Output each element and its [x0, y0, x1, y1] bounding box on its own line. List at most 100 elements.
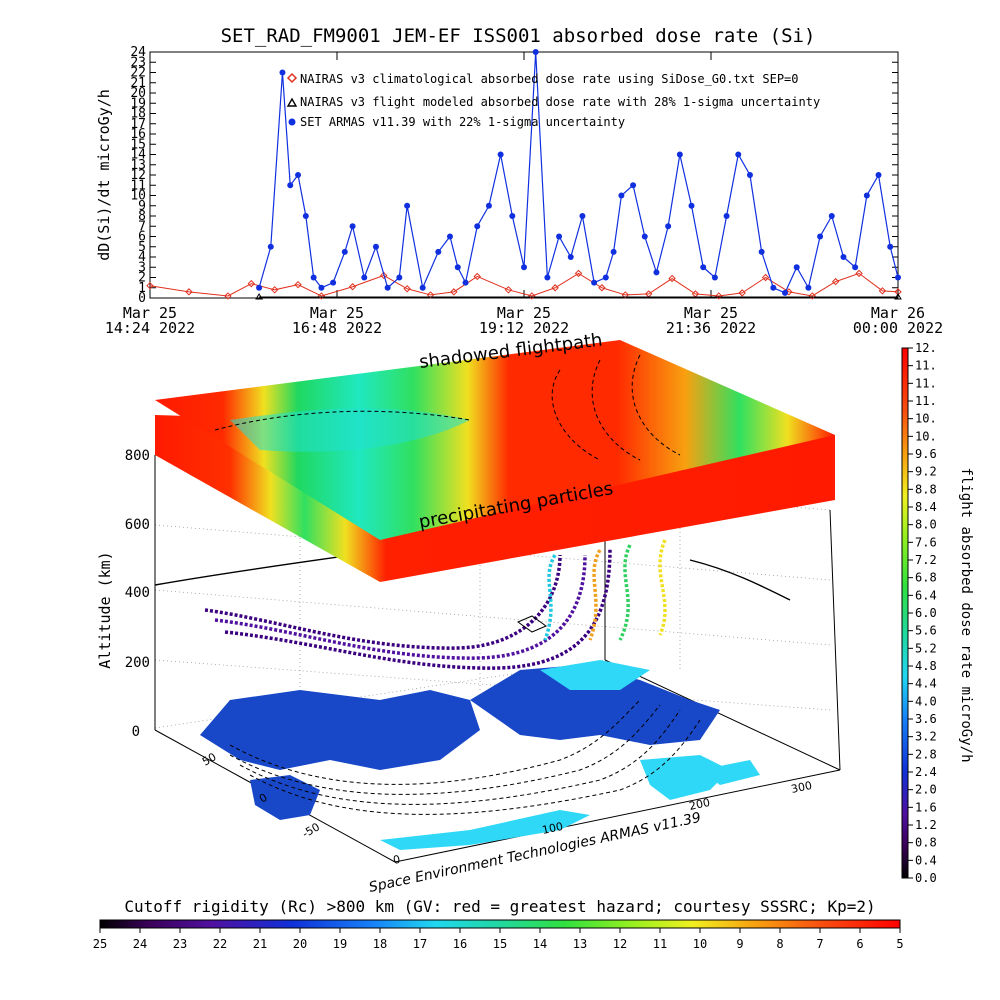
colorbar-tick-label: 22: [213, 937, 227, 951]
colorbar-tick-label: 9.2: [915, 465, 937, 479]
y-tick-label: 23: [130, 55, 146, 70]
data-point: [396, 274, 403, 281]
legend-item-set-armas: SET ARMAS v11.39 with 22% 1-sigma uncert…: [288, 115, 625, 129]
data-point: [840, 254, 847, 260]
lon-ticks: 0 100 200 300: [392, 779, 813, 867]
y-tick-label: 10: [130, 189, 146, 204]
three-d-panel: shadowed flightpath precipitating partic…: [96, 330, 841, 896]
data-point: [287, 182, 294, 189]
colorbar-tick-label: 11.: [915, 376, 937, 390]
legend-triangle-icon: [286, 97, 298, 107]
data-point: [435, 248, 442, 255]
y-tick-label: 22: [130, 66, 146, 81]
z-tick-label: 600: [125, 517, 150, 533]
lat-tick-label: 50: [200, 750, 219, 768]
z-axis-ticks: 0 200 400 600 800: [125, 448, 150, 740]
data-point: [551, 284, 559, 292]
colorbar-tick-label: 12: [613, 937, 627, 951]
data-point: [446, 233, 453, 240]
orbit-tracks: [204, 539, 667, 670]
legend-item-naira-climatological: NAIRAS v3 climatological absorbed dose r…: [286, 72, 799, 86]
colorbar-tick-label: 10.: [915, 412, 937, 426]
colorbar-tick-label: 6.0: [915, 606, 937, 620]
lat-tick-label: -50: [300, 820, 322, 840]
colorbar-tick-label: 4.4: [915, 677, 937, 691]
colorbar-tick-label: 11: [653, 937, 667, 951]
data-point: [450, 288, 458, 296]
land-mass-north-america: [470, 665, 720, 745]
colorbar-tick-label: 4.8: [915, 659, 937, 673]
colorbar-tick-label: 4.0: [915, 694, 937, 708]
y-tick-label: 4: [138, 250, 146, 265]
z-axis-label: Altitude (km): [96, 551, 114, 668]
colorbar-tick-label: 6.8: [915, 571, 937, 585]
colorbar-title: Cutoff rigidity (Rc) >800 km (GV: red = …: [124, 897, 875, 916]
colorbar-tick-label: 2.0: [915, 783, 937, 797]
colorbar-tick-label: 6.4: [915, 588, 937, 602]
y-tick-label: 8: [138, 209, 146, 224]
colorbar-tick-label: 21: [253, 937, 267, 951]
data-point: [808, 292, 816, 300]
land-mass-australia: [700, 760, 760, 785]
colorbar-tick-label: 12.: [915, 341, 937, 355]
y-tick-label: 12: [130, 168, 146, 183]
data-point: [738, 289, 746, 297]
x-tick-date: Mar 25: [497, 304, 551, 322]
colorbar-tick-label: 10: [693, 937, 707, 951]
data-point: [793, 264, 800, 271]
legend-circle-icon: [288, 118, 296, 126]
y-tick-label: 6: [138, 230, 146, 245]
data-point: [715, 292, 723, 300]
colorbar-tick-label: 9.6: [915, 447, 937, 461]
data-point: [761, 273, 770, 282]
data-point: [295, 172, 302, 178]
colorbar-tick-label: 1.2: [915, 818, 937, 832]
data-point: [641, 233, 648, 240]
data-point: [349, 223, 356, 230]
data-point: [567, 254, 574, 260]
y-tick-label: 2: [138, 271, 146, 286]
data-point: [521, 264, 527, 271]
data-point: [270, 286, 279, 294]
data-point: [419, 284, 426, 291]
y-tick-label: 21: [130, 76, 146, 91]
colorbar-gradient: [99, 919, 901, 929]
colorbar-tick-label: 20: [293, 937, 307, 951]
colorbar-tick-label: 1.6: [915, 800, 937, 814]
data-point: [828, 213, 835, 219]
data-point: [454, 264, 461, 271]
data-point: [380, 271, 388, 280]
y-tick-label: 11: [130, 178, 146, 193]
data-point: [805, 284, 812, 291]
data-point: [863, 192, 870, 199]
data-point: [485, 202, 492, 209]
colorbar-tick-label: 5: [896, 937, 903, 951]
legend: NAIRAS v3 climatological absorbed dose r…: [286, 72, 820, 129]
x-tick-time: 00:00 2022: [853, 319, 943, 337]
y-tick-label: 0: [138, 291, 146, 306]
colorbar-tick-label: 8.0: [915, 518, 937, 532]
colorbar-tick-label: 25: [93, 937, 107, 951]
y-tick-label: 16: [130, 127, 146, 142]
data-point: [404, 202, 411, 209]
data-point: [665, 223, 672, 230]
legend-label: SET ARMAS v11.39 with 22% 1-sigma uncert…: [300, 115, 625, 129]
colorbar-tick-label: 7.6: [915, 535, 937, 549]
data-point: [348, 283, 357, 291]
data-point: [630, 182, 637, 189]
land-mass-south-america: [640, 755, 730, 800]
colorbar-ticks: 0.0 0.4 0.8 1.2 1.6 2.0 2.4 2.8 3.2 3.6 4.0 4.4 4.8 5…: [908, 341, 937, 885]
data-point: [735, 151, 742, 158]
data-point: [318, 284, 325, 291]
cutoff-rigidity-colorbar: Cutoff rigidity (Rc) >800 km (GV: red = …: [93, 897, 904, 951]
data-point: [473, 272, 481, 281]
data-point: [462, 279, 469, 286]
y-tick-label: 13: [130, 158, 146, 173]
data-point: [256, 284, 263, 291]
current-position-marker: [516, 615, 548, 633]
cutoff-rigidity-slab: [155, 340, 835, 582]
data-point: [598, 284, 606, 292]
colorbar-tick-label: 7.2: [915, 553, 937, 567]
slab-top-face: [155, 340, 835, 540]
